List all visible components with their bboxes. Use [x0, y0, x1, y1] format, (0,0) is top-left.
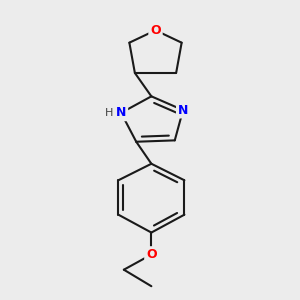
- Text: O: O: [146, 248, 157, 261]
- Text: N: N: [116, 106, 126, 119]
- Text: O: O: [150, 24, 161, 37]
- Text: H: H: [105, 108, 114, 118]
- Text: N: N: [178, 103, 188, 117]
